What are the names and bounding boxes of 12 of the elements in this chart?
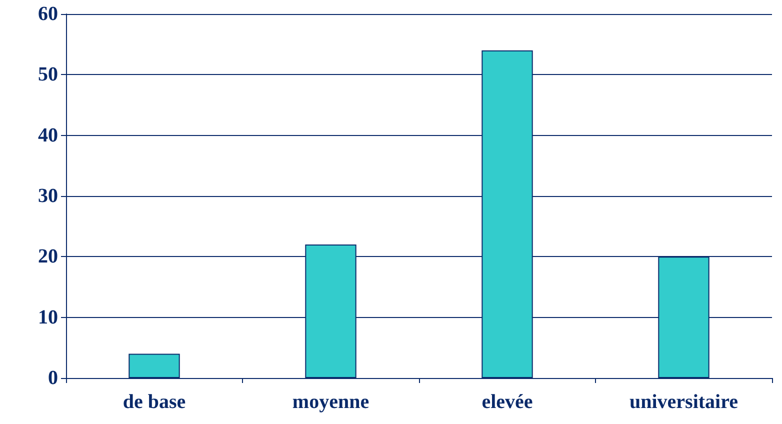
- y-tick-label: 40: [38, 124, 58, 146]
- y-tick-label: 30: [38, 185, 58, 207]
- x-tick-label: de base: [122, 391, 186, 413]
- x-tick-label: moyenne: [292, 391, 370, 413]
- x-tick-label: elevée: [482, 391, 533, 413]
- y-tick-label: 20: [38, 246, 58, 268]
- y-tick-label: 10: [38, 306, 58, 328]
- x-tick-label: universitaire: [629, 391, 738, 413]
- bar: [128, 354, 180, 378]
- y-tick-label: 50: [38, 64, 58, 86]
- y-tick-label: 0: [48, 367, 58, 389]
- y-tick-label: 60: [38, 3, 58, 25]
